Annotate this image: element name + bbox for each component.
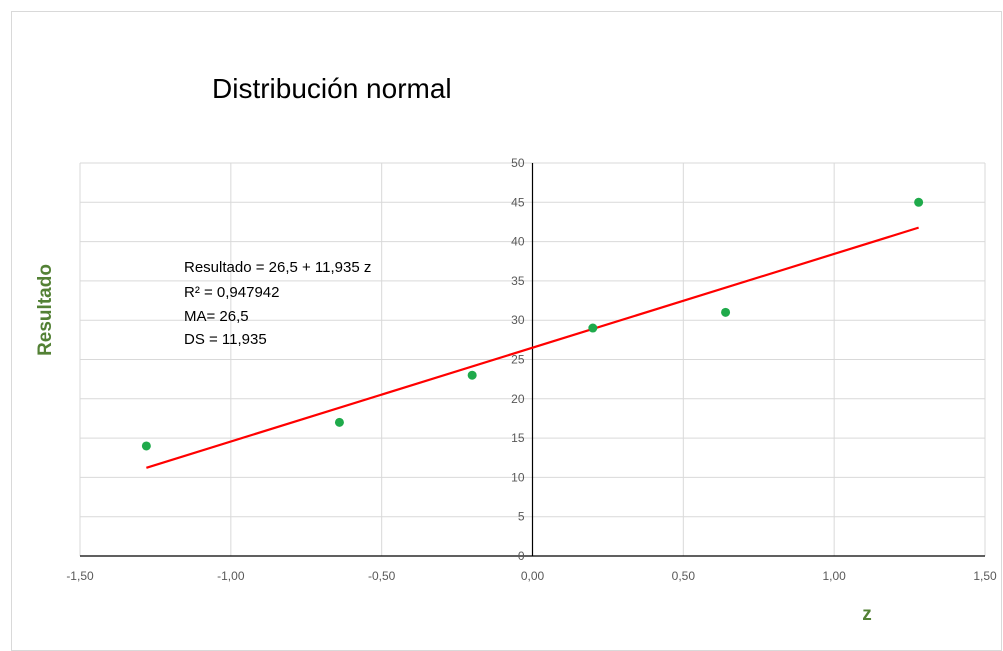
data-points — [141, 197, 924, 451]
y-tick-label: 25 — [511, 353, 525, 367]
x-tick-label: -1,50 — [66, 569, 94, 583]
y-tick-label: 15 — [511, 431, 525, 445]
scatter-chart: -1,50 -1,00 -0,50 0,00 0,50 1,00 1,50 0 5 10 15 20… — [35, 73, 997, 625]
data-point — [914, 197, 924, 207]
data-point — [141, 441, 151, 451]
mean-label: MA= 26,5 — [184, 308, 249, 325]
data-point — [467, 370, 477, 380]
x-tick-label: 1,00 — [822, 569, 846, 583]
r-squared-label: R² = 0,947942 — [184, 284, 280, 301]
gridlines — [79, 162, 986, 556]
trendline-group — [146, 226, 919, 469]
data-point — [334, 417, 344, 427]
x-tick-label: 0,50 — [672, 569, 696, 583]
axes — [80, 163, 985, 557]
y-tick-labels: 0 5 10 15 20 25 30 35 40 45 50 — [511, 156, 525, 563]
y-tick-label: 30 — [511, 313, 525, 327]
y-tick-label: 40 — [511, 235, 525, 249]
x-tick-label: 0,00 — [521, 569, 545, 583]
data-point — [588, 323, 598, 333]
x-tick-labels: -1,50 -1,00 -0,50 0,00 0,50 1,00 1,50 — [66, 569, 997, 583]
x-tick-label: -0,50 — [368, 569, 396, 583]
y-tick-label: 45 — [511, 195, 525, 209]
y-axis-label: Resultado — [35, 264, 56, 356]
y-tick-label: 10 — [511, 470, 525, 484]
x-axis-label: z — [862, 604, 872, 625]
y-tick-label: 5 — [518, 510, 525, 524]
y-tick-label: 50 — [511, 156, 525, 170]
sd-label: DS = 11,935 — [184, 331, 267, 348]
x-tick-label: 1,50 — [973, 569, 997, 583]
y-tick-label: 35 — [511, 274, 525, 288]
x-tick-label: -1,00 — [217, 569, 245, 583]
data-point — [721, 307, 731, 317]
y-tick-label: 0 — [518, 549, 525, 563]
equation-label: Resultado = 26,5 + 11,935 z — [184, 259, 371, 276]
chart-title: Distribución normal — [212, 73, 452, 104]
y-tick-label: 20 — [511, 392, 525, 406]
trendline — [146, 226, 919, 469]
